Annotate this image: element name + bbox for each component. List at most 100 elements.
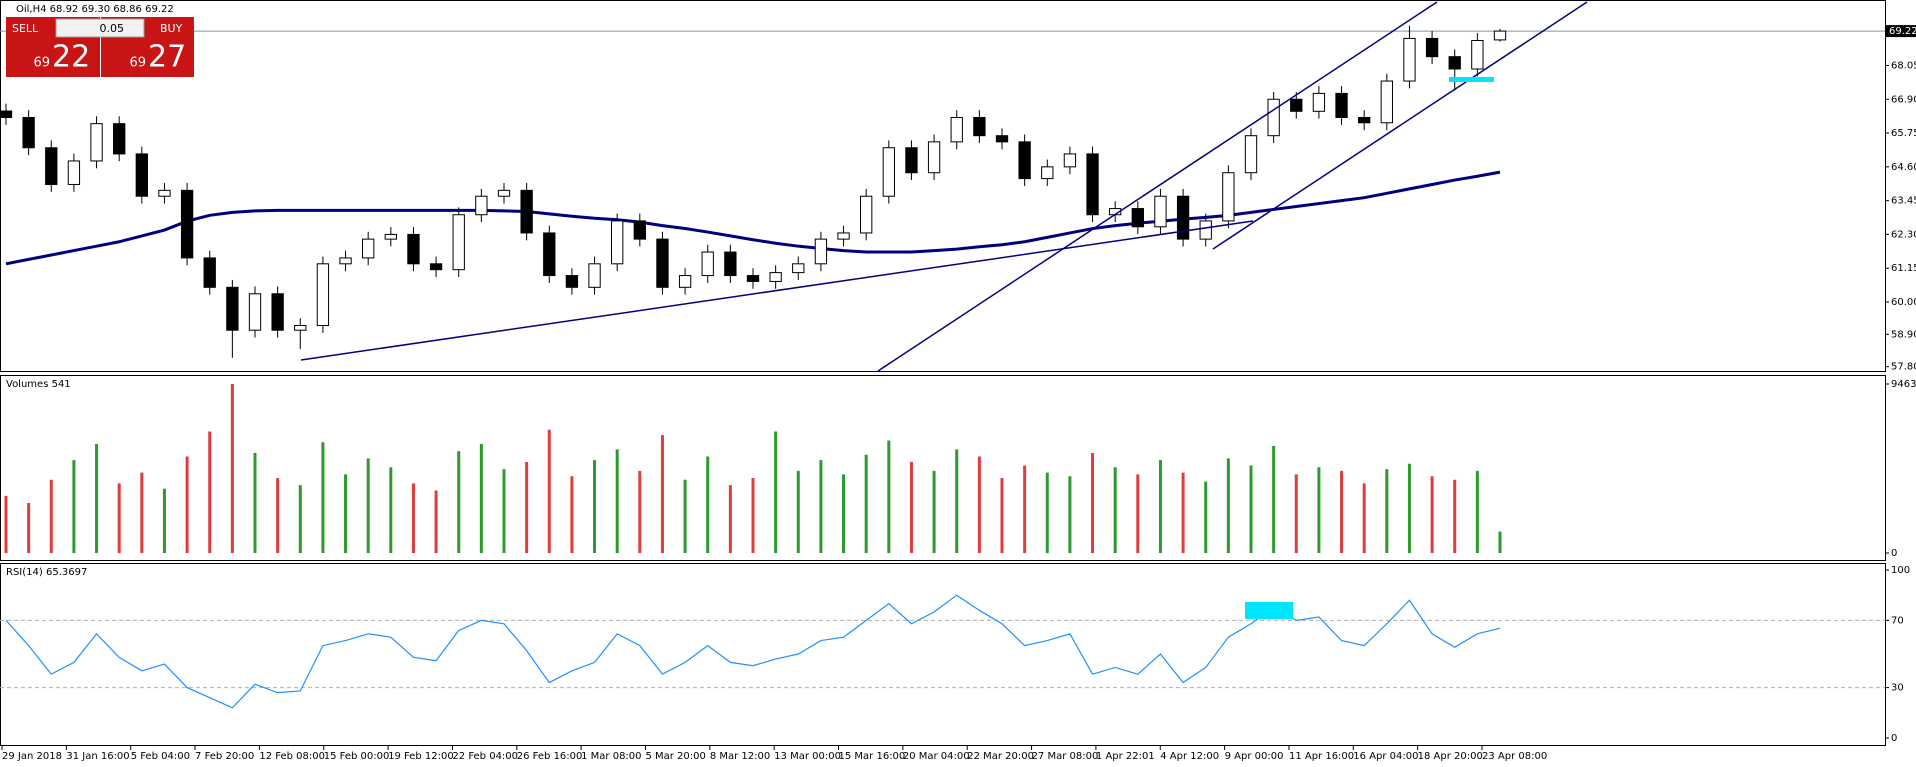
price-panel bbox=[0, 0, 1886, 372]
candle-body bbox=[1244, 135, 1258, 174]
y-tick-label: 57.80 bbox=[1891, 362, 1916, 373]
x-tick-label: 4 Apr 12:00 bbox=[1160, 751, 1219, 762]
y-tick-label: 66.90 bbox=[1891, 94, 1916, 105]
y-tick-label: 0 bbox=[1891, 548, 1897, 559]
candle-body bbox=[746, 275, 760, 282]
candle-body bbox=[927, 141, 941, 174]
candle-body bbox=[294, 325, 307, 331]
volume-panel bbox=[0, 375, 1886, 561]
candle-body bbox=[475, 195, 488, 216]
candle-body bbox=[1154, 195, 1167, 228]
x-tick-label: 19 Feb 12:00 bbox=[388, 751, 454, 762]
last-price-box bbox=[1886, 25, 1916, 38]
y-tick-label: 30 bbox=[1891, 683, 1904, 694]
candle-body bbox=[1493, 30, 1507, 41]
buy-label[interactable]: BUY bbox=[160, 22, 183, 35]
x-tick-label: 5 Mar 20:00 bbox=[645, 751, 705, 762]
y-tick-label: 60.00 bbox=[1891, 297, 1916, 308]
candle-body bbox=[701, 251, 714, 277]
x-tick-label: 9 Apr 00:00 bbox=[1225, 751, 1284, 762]
candle-body bbox=[339, 257, 352, 265]
volume-title: Volumes 541 bbox=[6, 379, 71, 390]
candle-body bbox=[1312, 92, 1326, 112]
candle-body bbox=[1199, 220, 1212, 240]
sell-price-big: 69 bbox=[33, 56, 50, 71]
y-tick-label: 58.90 bbox=[1891, 329, 1916, 340]
candle-body bbox=[1222, 172, 1235, 222]
candle-body bbox=[1018, 141, 1031, 180]
candle-body bbox=[0, 110, 13, 118]
candle-body bbox=[837, 232, 850, 240]
candle-body bbox=[565, 275, 579, 288]
candle-body bbox=[1335, 92, 1348, 118]
candle-body bbox=[633, 220, 646, 240]
x-tick-label: 18 Apr 20:00 bbox=[1418, 751, 1483, 762]
candle-body bbox=[656, 238, 669, 288]
candle-body bbox=[67, 160, 81, 185]
candle-body bbox=[248, 293, 262, 331]
candle-body bbox=[882, 147, 895, 197]
candle-body bbox=[135, 153, 148, 197]
trend-line bbox=[300, 220, 1254, 361]
candle-body bbox=[678, 275, 692, 288]
candle-body bbox=[407, 233, 420, 265]
plot-layer: 57.80 58.90 60.00 61.15 62.30 63.45 64.60 65.75… bbox=[0, 25, 1916, 762]
highlight bbox=[1449, 77, 1494, 82]
candle-body bbox=[362, 238, 375, 259]
candle-body bbox=[429, 263, 443, 271]
candle-body bbox=[497, 189, 511, 197]
x-tick-label: 12 Feb 08:00 bbox=[259, 751, 325, 762]
candle-body bbox=[1290, 98, 1303, 112]
x-tick-label: 15 Feb 00:00 bbox=[324, 751, 390, 762]
y-tick-label: 65.75 bbox=[1891, 128, 1916, 139]
candle-body bbox=[90, 123, 103, 162]
y-tick-label: 63.45 bbox=[1891, 196, 1916, 207]
x-tick-label: 27 Mar 08:00 bbox=[1032, 751, 1099, 762]
candle-body bbox=[384, 233, 397, 240]
x-tick-label: 1 Apr 22:01 bbox=[1096, 751, 1155, 762]
lot-input[interactable] bbox=[55, 18, 145, 38]
y-tick-label: 70 bbox=[1891, 615, 1904, 626]
x-tick-label: 8 Mar 12:00 bbox=[710, 751, 770, 762]
rsi-line bbox=[5, 594, 1501, 709]
channel-line bbox=[1212, 1, 1588, 250]
x-tick-label: 22 Mar 20:00 bbox=[967, 751, 1034, 762]
lot-value[interactable]: 0.05 bbox=[100, 22, 125, 35]
y-tick-label: 64.60 bbox=[1891, 162, 1916, 173]
candle-body bbox=[1041, 166, 1054, 180]
x-tick-label: 1 Mar 08:00 bbox=[581, 751, 641, 762]
candle-body bbox=[271, 293, 284, 331]
candle-body bbox=[792, 263, 805, 274]
candle-body bbox=[452, 214, 465, 271]
candle-body bbox=[1131, 208, 1144, 228]
candle-body bbox=[724, 251, 737, 277]
candle-body bbox=[1267, 98, 1280, 137]
channel-line bbox=[877, 1, 1438, 372]
buy-price-big: 69 bbox=[129, 56, 146, 71]
candle-body bbox=[1380, 80, 1393, 124]
y-tick-label: 0 bbox=[1891, 733, 1897, 744]
x-tick-label: 13 Mar 00:00 bbox=[774, 751, 841, 762]
moving-average bbox=[5, 170, 1501, 266]
candle-body bbox=[1425, 37, 1439, 58]
x-tick-label: 7 Feb 20:00 bbox=[195, 751, 254, 762]
sell-label[interactable]: SELL bbox=[12, 22, 39, 35]
candle-body bbox=[158, 189, 171, 197]
candle-body bbox=[1358, 116, 1371, 124]
y-tick-label: 61.15 bbox=[1891, 263, 1916, 274]
last-price-label: 69.22 bbox=[1889, 26, 1916, 37]
y-tick-label: 68.05 bbox=[1891, 60, 1916, 71]
x-tick-label: 31 Jan 16:00 bbox=[66, 751, 129, 762]
candle-body bbox=[995, 135, 1009, 143]
buy-price-small: 27 bbox=[148, 40, 186, 75]
rsi-title: RSI(14) 65.3697 bbox=[6, 567, 87, 578]
y-tick-label: 9463 bbox=[1891, 379, 1916, 390]
candle-body bbox=[226, 286, 239, 331]
candle-body bbox=[113, 123, 126, 155]
candle-body bbox=[611, 220, 624, 265]
candle-body bbox=[543, 232, 556, 277]
candle-body bbox=[22, 116, 35, 149]
x-tick-label: 23 Apr 08:00 bbox=[1482, 751, 1547, 762]
